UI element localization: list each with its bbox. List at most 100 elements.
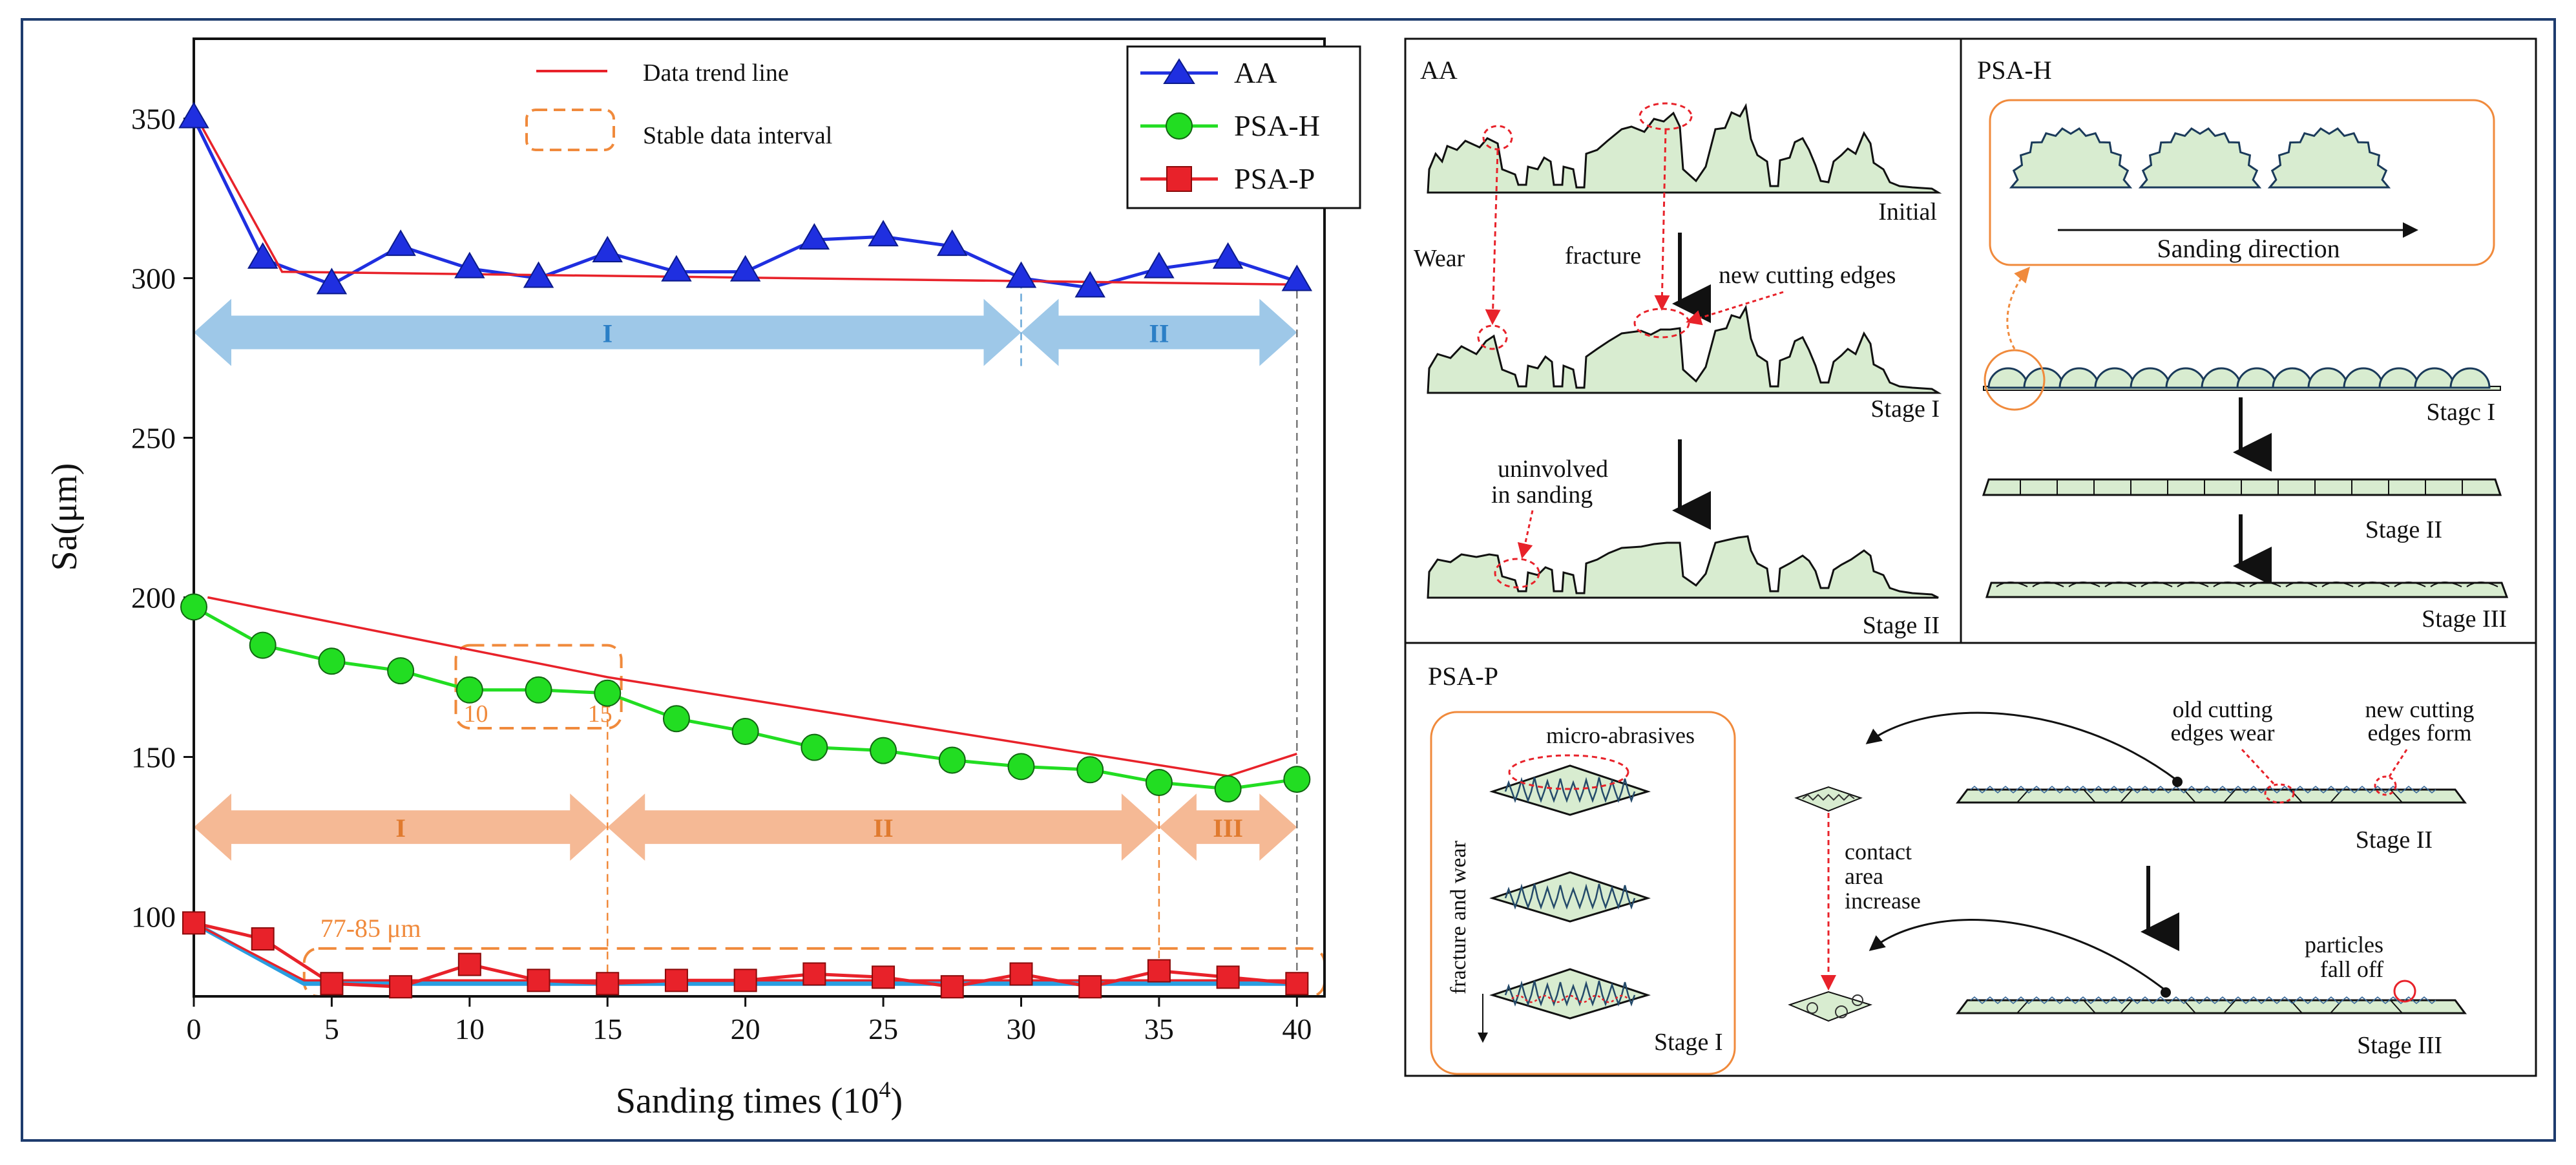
psah-stage3-bump (2032, 582, 2064, 587)
psap-micro-mark (1508, 754, 1629, 790)
legend-psap-marker (1166, 166, 1192, 192)
psap-fracture-wear-label: fracture and wear (1447, 840, 1471, 994)
psap-grain-ridges-1 (1504, 777, 1636, 803)
panel-aa-title: AA (1420, 56, 1458, 85)
psah-stage3-bump (2104, 582, 2137, 587)
psap-arc-arrow-1 (1865, 711, 2178, 782)
series-legend: AA PSA-H PSA-P (1126, 45, 1361, 209)
psah-interval-left-label: 10 (463, 700, 488, 728)
y-axis-label: Sa(μm) (45, 463, 85, 571)
psah-stage1-dome (2378, 367, 2420, 389)
legend-psah-label: PSA-H (1234, 109, 1320, 142)
panel-psah-frame (1960, 37, 2537, 644)
aa-point (1005, 261, 1037, 288)
psah-inset-box (1989, 99, 2495, 266)
trend-line-2 (207, 596, 1297, 777)
aa-point (316, 268, 348, 295)
psap-old-mark (2264, 783, 2295, 804)
psah-stage3-bump (2068, 582, 2100, 587)
aa-point (1281, 264, 1313, 291)
psap-grain-pit-3 (1852, 994, 1863, 1006)
x-axis-ticks: 0 5 10 15 20 25 30 35 40 (187, 996, 1312, 1045)
psap-stage3-plate-body (1956, 999, 2467, 1014)
plot-frame (193, 37, 1326, 998)
psah-stage3-bump (2285, 582, 2318, 587)
psah-point (1007, 753, 1035, 781)
psap-stage2-plate-body (1956, 788, 2467, 804)
psap-contact-1: contact (1845, 839, 1912, 865)
psah-point (1214, 775, 1242, 803)
aa-initial-label: Initial (1878, 198, 1937, 226)
aa-stage1-label: Stage I (1870, 395, 1940, 423)
psap-small-grain-1 (1794, 786, 1863, 812)
psah-stage3-bump (2358, 582, 2390, 587)
psah-stage1-label: Stagc I (2426, 399, 2495, 426)
aa-wear-mark-2 (1477, 324, 1508, 350)
psah-stage1-dome (2449, 367, 2491, 389)
psap-stage3-label: Stage III (2357, 1032, 2442, 1059)
psah-stage3-bump (2213, 582, 2245, 587)
psap-grain-stack (1489, 764, 1651, 1020)
psah-zoom-circle (1984, 349, 2046, 411)
x-tick-label-35: 35 (1144, 1013, 1174, 1045)
psah-inset-dome-3 (2267, 127, 2391, 189)
y-tick-label-200: 200 (131, 582, 176, 614)
aa-point (661, 255, 692, 282)
psah-stage1-dome (2343, 367, 2384, 389)
psap-grain-pit-1 (1806, 1002, 1818, 1014)
aa-point (937, 229, 968, 257)
psap-point (251, 927, 275, 951)
psap-stage3-plate-crack (2290, 1000, 2303, 1014)
psap-stage2-plate-crack (2083, 789, 2096, 803)
panel-psap: PSA-P fracture and wear micro-abrasives … (1404, 642, 2537, 1077)
psap-stage3-plate-crack (2390, 1000, 2403, 1014)
aa-point (868, 220, 899, 247)
panel-aa: AA Initial Stage I Stage II Wear fractur… (1404, 37, 1962, 644)
psah-stage1-dome (2130, 367, 2171, 389)
psap-contact-2: area (1845, 863, 1883, 889)
trend-line-1 (193, 111, 1297, 286)
aa-point (385, 229, 416, 257)
psap-point (389, 975, 413, 999)
psah-stage3-bump (2430, 582, 2462, 587)
psah-point (1283, 766, 1311, 793)
aa-fracture-label: fracture (1565, 242, 1641, 269)
y-tick-label-150: 150 (131, 741, 176, 774)
x-tick-label-0: 0 (187, 1013, 202, 1045)
psah-stage-arrow-1 (194, 793, 608, 861)
legend-interval-label: Stable data interval (643, 122, 832, 149)
aa-uninvolved-label-1: uninvolved (1498, 456, 1608, 483)
x-tick-label-20: 20 (731, 1013, 760, 1045)
psap-arc-dot-1 (2172, 777, 2183, 787)
psap-stage3-plate-surface (1970, 996, 2436, 1004)
psah-point (180, 593, 207, 621)
psap-interval-label: 77-85 μm (320, 914, 421, 943)
psap-arc-arrow-2 (1869, 919, 2166, 992)
psap-point (1009, 962, 1033, 986)
psap-point (940, 975, 964, 999)
psah-inset-domes (2009, 127, 2391, 189)
psap-point (527, 969, 550, 992)
x-tick-label-5: 5 (324, 1013, 339, 1045)
psah-point (938, 746, 966, 774)
psap-stage3-plate-crack (2120, 1000, 2133, 1014)
annotation-legend: Data trend line Stable data interval (525, 59, 832, 151)
psah-point (525, 676, 552, 704)
psah-stage1-dome (2165, 367, 2206, 389)
x-tick-label-30: 30 (1006, 1013, 1036, 1045)
psap-particles-1: particles (2305, 932, 2383, 958)
psah-point (387, 657, 415, 685)
psap-old-edges-2: edges wear (2171, 720, 2275, 746)
psap-stage3-plate (1956, 996, 2467, 1014)
psah-stage2-row (1982, 478, 2502, 496)
psah-stage1-dome (2201, 367, 2242, 389)
aa-point (1074, 271, 1105, 298)
psah-stage3-label: Stage III (2422, 605, 2507, 633)
psah-stage1-dome (2058, 367, 2100, 389)
psap-point (182, 911, 205, 935)
psap-point (457, 952, 481, 976)
psah-stage1-dome (2414, 367, 2455, 389)
psap-stage1-label: Stage I (1654, 1029, 1723, 1056)
